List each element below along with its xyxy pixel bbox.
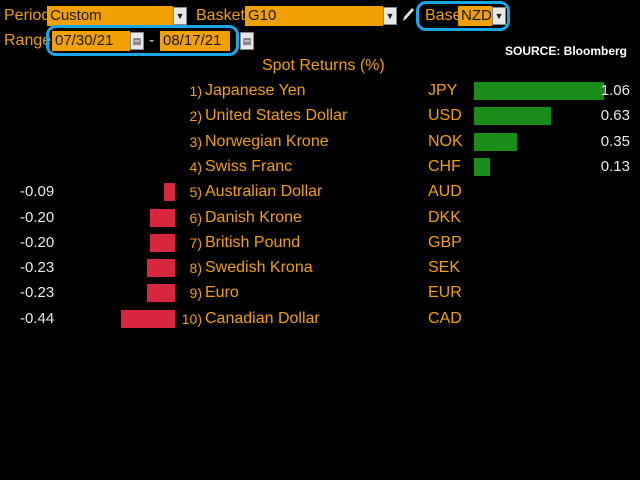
row-rank: 4): [189, 159, 202, 175]
value-label: 0.35: [600, 133, 630, 150]
value-label: -0.20: [20, 234, 55, 251]
currency-name: Euro: [205, 284, 239, 301]
bar-positive: [474, 82, 604, 100]
basket-dropdown-icon[interactable]: ▼: [383, 7, 397, 25]
currency-name: Japanese Yen: [205, 82, 306, 99]
currency-code: EUR: [428, 284, 462, 301]
row-rank: 8): [189, 260, 202, 276]
currency-name: British Pound: [205, 234, 301, 251]
currency-code: USD: [428, 107, 462, 124]
currency-code: JPY: [428, 82, 458, 99]
bar-negative: [121, 310, 175, 328]
calendar-end-icon[interactable]: ▤: [240, 32, 254, 50]
pencil-icon[interactable]: [400, 4, 416, 24]
value-label: 0.13: [600, 158, 630, 175]
currency-code: GBP: [428, 234, 462, 251]
range-end-input[interactable]: 08/17/21: [160, 31, 230, 51]
period-select[interactable]: Custom: [47, 6, 173, 26]
value-label: -0.44: [20, 310, 55, 327]
row-rank: 3): [189, 134, 202, 150]
row-rank: 5): [189, 184, 202, 200]
bar-positive: [474, 158, 490, 176]
value-label: -0.09: [20, 183, 55, 200]
range-separator: -: [149, 32, 155, 49]
chart-title: Spot Returns (%): [262, 57, 385, 74]
bar-positive: [474, 133, 517, 151]
currency-code: NOK: [428, 133, 463, 150]
currency-name: Canadian Dollar: [205, 310, 320, 327]
source-note: SOURCE: Bloomberg: [505, 44, 628, 58]
bar-negative: [150, 209, 175, 227]
range-highlight: [46, 25, 239, 56]
bar-negative: [147, 284, 175, 302]
basket-label: Basket: [196, 7, 245, 24]
currency-code: AUD: [428, 183, 462, 200]
currency-name: Swedish Krona: [205, 259, 313, 276]
base-highlight: [416, 1, 510, 31]
bar-negative: [147, 259, 175, 277]
value-label: -0.23: [20, 284, 55, 301]
range-start-input[interactable]: 07/30/21: [52, 31, 130, 51]
bar-negative: [164, 183, 175, 201]
range-label: Range: [4, 32, 52, 49]
row-rank: 1): [189, 83, 202, 99]
value-label: 0.63: [600, 107, 630, 124]
currency-code: CAD: [428, 310, 462, 327]
period-dropdown-icon[interactable]: ▼: [173, 7, 187, 25]
currency-name: Danish Krone: [205, 209, 302, 226]
value-label: -0.23: [20, 259, 55, 276]
currency-name: Swiss Franc: [205, 158, 293, 175]
row-rank: 6): [189, 210, 202, 226]
value-label: -0.20: [20, 209, 55, 226]
base-dropdown-icon[interactable]: ▼: [492, 7, 506, 25]
currency-name: Australian Dollar: [205, 183, 323, 200]
base-select[interactable]: NZD: [458, 6, 492, 26]
row-rank: 10): [181, 311, 202, 327]
row-rank: 2): [189, 108, 202, 124]
currency-name: United States Dollar: [205, 107, 348, 124]
period-label: Period: [4, 7, 51, 24]
value-label: 1.06: [600, 82, 630, 99]
currency-code: DKK: [428, 209, 461, 226]
currency-code: CHF: [428, 158, 461, 175]
bar-positive: [474, 107, 551, 125]
row-rank: 7): [189, 235, 202, 251]
row-rank: 9): [189, 285, 202, 301]
currency-code: SEK: [428, 259, 461, 276]
currency-name: Norwegian Krone: [205, 133, 329, 150]
base-label: Base: [425, 7, 462, 24]
calendar-start-icon[interactable]: ▤: [130, 32, 144, 50]
basket-select[interactable]: G10: [245, 6, 383, 26]
bar-negative: [150, 234, 175, 252]
